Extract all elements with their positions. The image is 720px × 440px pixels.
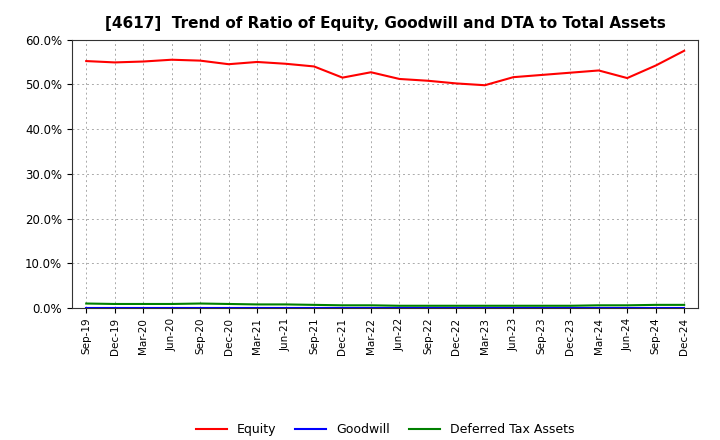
Goodwill [110, 305, 119, 311]
Goodwill [167, 305, 176, 311]
Deferred Tax Assets [595, 303, 603, 308]
Goodwill [595, 305, 603, 311]
Goodwill [537, 305, 546, 311]
Equity [595, 68, 603, 73]
Deferred Tax Assets [480, 303, 489, 308]
Deferred Tax Assets [566, 303, 575, 308]
Equity [537, 72, 546, 77]
Deferred Tax Assets [139, 301, 148, 307]
Equity [310, 64, 318, 69]
Goodwill [452, 305, 461, 311]
Equity [338, 75, 347, 80]
Deferred Tax Assets [196, 301, 204, 306]
Equity [282, 61, 290, 66]
Equity [253, 59, 261, 65]
Deferred Tax Assets [282, 302, 290, 307]
Deferred Tax Assets [338, 303, 347, 308]
Goodwill [395, 305, 404, 311]
Legend: Equity, Goodwill, Deferred Tax Assets: Equity, Goodwill, Deferred Tax Assets [191, 418, 580, 440]
Deferred Tax Assets [537, 303, 546, 308]
Deferred Tax Assets [110, 301, 119, 307]
Deferred Tax Assets [395, 303, 404, 308]
Goodwill [652, 305, 660, 311]
Equity [139, 59, 148, 64]
Equity [623, 75, 631, 81]
Goodwill [82, 305, 91, 311]
Deferred Tax Assets [423, 303, 432, 308]
Equity [225, 62, 233, 67]
Equity [110, 60, 119, 65]
Equity [366, 70, 375, 75]
Equity [680, 48, 688, 53]
Equity [566, 70, 575, 75]
Equity [82, 59, 91, 64]
Goodwill [680, 305, 688, 311]
Goodwill [566, 305, 575, 311]
Deferred Tax Assets [452, 303, 461, 308]
Goodwill [139, 305, 148, 311]
Deferred Tax Assets [310, 302, 318, 308]
Equity [480, 83, 489, 88]
Equity [167, 57, 176, 62]
Deferred Tax Assets [225, 301, 233, 307]
Deferred Tax Assets [623, 303, 631, 308]
Equity [395, 76, 404, 81]
Goodwill [509, 305, 518, 311]
Deferred Tax Assets [253, 302, 261, 307]
Goodwill [366, 305, 375, 311]
Equity [196, 58, 204, 63]
Deferred Tax Assets [680, 302, 688, 308]
Goodwill [338, 305, 347, 311]
Goodwill [423, 305, 432, 311]
Title: [4617]  Trend of Ratio of Equity, Goodwill and DTA to Total Assets: [4617] Trend of Ratio of Equity, Goodwil… [105, 16, 665, 32]
Line: Equity: Equity [86, 51, 684, 85]
Goodwill [480, 305, 489, 311]
Goodwill [282, 305, 290, 311]
Goodwill [253, 305, 261, 311]
Deferred Tax Assets [652, 302, 660, 308]
Equity [509, 74, 518, 80]
Equity [452, 81, 461, 86]
Deferred Tax Assets [167, 301, 176, 307]
Goodwill [196, 305, 204, 311]
Equity [423, 78, 432, 84]
Deferred Tax Assets [509, 303, 518, 308]
Equity [652, 63, 660, 68]
Goodwill [225, 305, 233, 311]
Goodwill [310, 305, 318, 311]
Deferred Tax Assets [366, 303, 375, 308]
Goodwill [623, 305, 631, 311]
Deferred Tax Assets [82, 301, 91, 306]
Line: Deferred Tax Assets: Deferred Tax Assets [86, 304, 684, 306]
